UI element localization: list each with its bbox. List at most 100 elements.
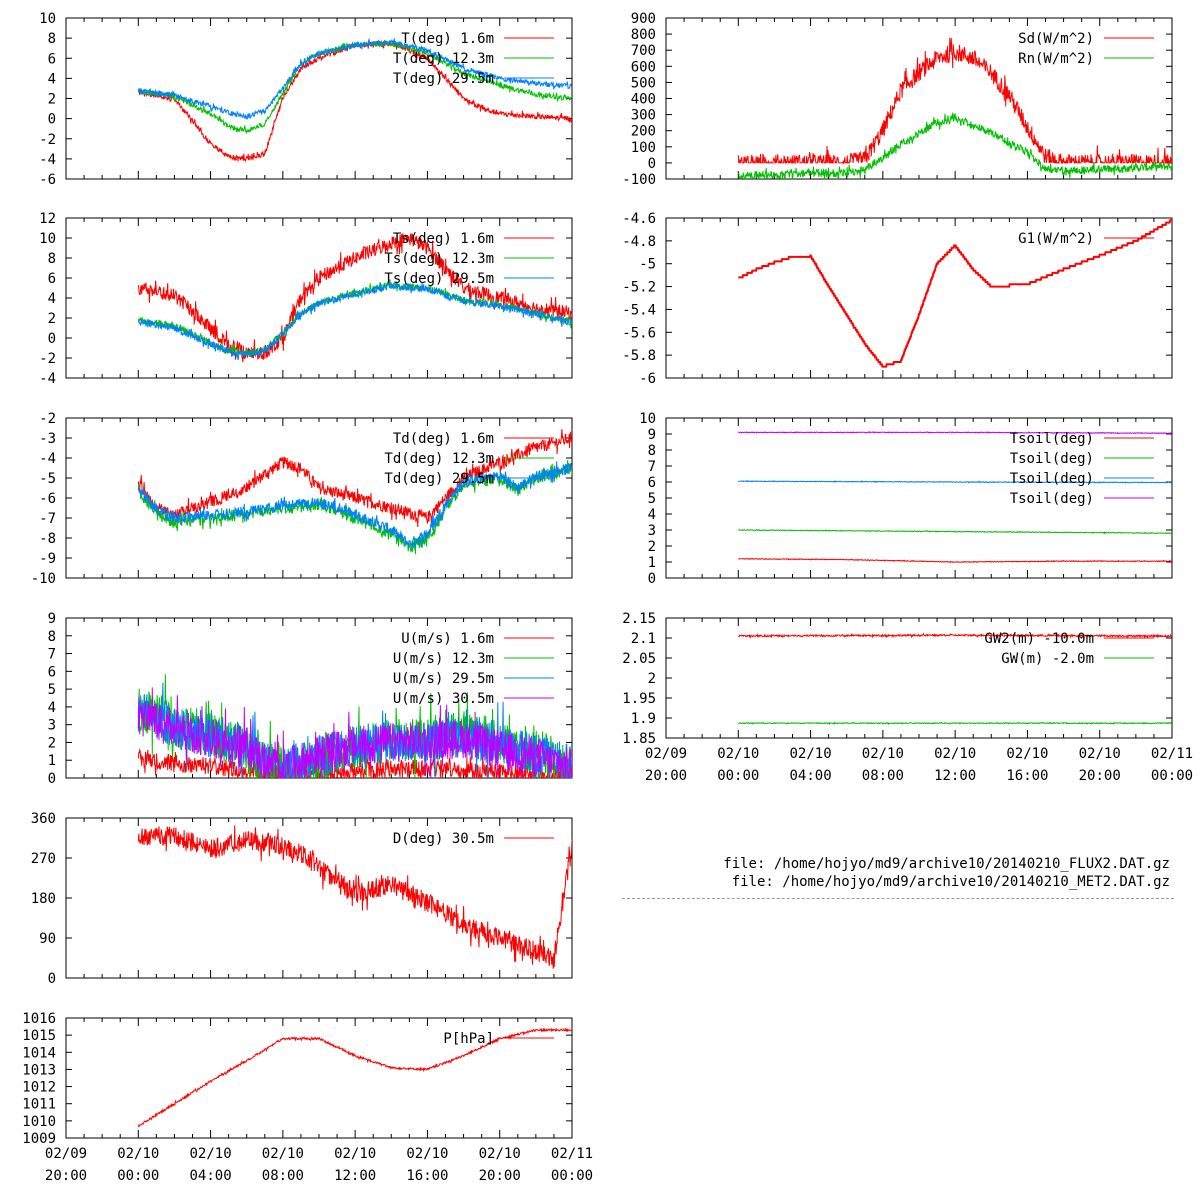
series-line-1 xyxy=(137,232,572,363)
x-tick-label-date: 02/10 xyxy=(862,746,904,762)
y-tick-label: -5.2 xyxy=(622,280,656,296)
y-tick-label: 900 xyxy=(631,11,656,27)
y-tick-label: 6 xyxy=(48,664,56,680)
y-tick-label: 0 xyxy=(48,331,56,347)
x-tick-label-date: 02/10 xyxy=(934,746,976,762)
y-tick-label: -8 xyxy=(39,531,56,547)
x-tick-label-date: 02/09 xyxy=(45,1146,87,1162)
x-tick-label-time: 20:00 xyxy=(45,1168,87,1184)
plot-frame xyxy=(65,1017,573,1139)
y-tick-label: 8 xyxy=(48,31,56,47)
series-line-3 xyxy=(738,480,1172,484)
y-tick-label: 10 xyxy=(39,231,56,247)
y-tick-label: 3 xyxy=(48,718,56,734)
chart-panel-dir: 0 90 180 270 360 D(deg) 30.5m xyxy=(31,811,573,987)
plot-frame xyxy=(65,17,573,180)
y-tick-label: -5 xyxy=(39,471,56,487)
x-tick-label-date: 02/10 xyxy=(789,746,831,762)
chart-panel-gw: 1.85 1.9 1.95 2 2.05 2.1 2.15 02/09 20:00 02/10 00… xyxy=(622,611,1193,784)
y-tick-label: 1 xyxy=(648,555,656,571)
y-tick-label: 0 xyxy=(648,156,656,172)
x-tick-label-date: 02/11 xyxy=(1151,746,1193,762)
x-tick-label-time: 12:00 xyxy=(934,768,976,784)
plot-frame xyxy=(665,217,1173,379)
legend-label: Ts(deg) 29.5m xyxy=(384,271,494,287)
y-tick-label: 6 xyxy=(48,51,56,67)
x-tick-label-time: 16:00 xyxy=(406,1168,448,1184)
file-path-met: file: /home/hojyo/md9/archive10/20140210… xyxy=(731,874,1170,890)
y-tick-label: 0 xyxy=(648,571,656,587)
y-tick-label: -2 xyxy=(39,411,56,427)
y-tick-label: 4 xyxy=(48,71,56,87)
series-line-3 xyxy=(137,37,572,120)
y-tick-label: 1.95 xyxy=(622,691,656,707)
y-tick-label: -4 xyxy=(39,451,56,467)
y-tick-label: -4.6 xyxy=(622,211,656,227)
x-tick-label-time: 20:00 xyxy=(479,1168,521,1184)
y-tick-label: -4 xyxy=(39,371,56,387)
x-tick-label-time: 00:00 xyxy=(1151,768,1193,784)
series-line-3 xyxy=(137,461,572,551)
chart-panel-ground: -6 -5.8 -5.6 -5.4 -5.2 -5 -4.8 -4.6 G1(W/m^2) xyxy=(622,211,1173,387)
y-tick-label: 1 xyxy=(48,753,56,769)
y-tick-label: 600 xyxy=(631,59,656,75)
legend-label: Td(deg) 1.6m xyxy=(393,431,494,447)
x-tick-label-time: 04:00 xyxy=(789,768,831,784)
y-tick-label: 1015 xyxy=(22,1028,56,1044)
x-tick-label-date: 02/10 xyxy=(334,1146,376,1162)
plot-frame xyxy=(65,817,573,979)
series-line-4 xyxy=(137,687,572,778)
y-tick-label: -5.8 xyxy=(622,348,656,364)
y-tick-label: 1011 xyxy=(22,1097,56,1113)
x-tick-label-date: 02/10 xyxy=(717,746,759,762)
x-tick-label-time: 08:00 xyxy=(862,768,904,784)
y-tick-label: 1009 xyxy=(22,1131,56,1147)
chart-panel-dew: -10 -9 -8 -7 -6 -5 -4 -3 -2 Td(deg) 1.6m Td(deg) 1… xyxy=(31,411,573,587)
y-tick-label: 7 xyxy=(48,647,56,663)
y-tick-label: 2 xyxy=(48,735,56,751)
legend-label: D(deg) 30.5m xyxy=(393,831,494,847)
legend-label: T(deg) 1.6m xyxy=(401,31,494,47)
x-tick-label-time: 00:00 xyxy=(551,1168,593,1184)
x-tick-label-date: 02/10 xyxy=(1006,746,1048,762)
x-tick-label-time: 00:00 xyxy=(117,1168,159,1184)
x-tick-label-date: 02/09 xyxy=(645,746,687,762)
y-tick-label: 1012 xyxy=(22,1080,56,1096)
x-tick-label-date: 02/10 xyxy=(1079,746,1121,762)
series-line-2 xyxy=(738,528,1172,535)
y-tick-label: 1014 xyxy=(22,1045,56,1061)
legend-label: Td(deg) 12.3m xyxy=(384,451,494,467)
legend-label: T(deg) 29.5m xyxy=(393,71,494,87)
legend-label: GW2(m) -10.0m xyxy=(984,631,1094,647)
y-tick-label: 4 xyxy=(648,507,656,523)
legend-label: Tsoil(deg) xyxy=(1010,471,1094,487)
y-tick-label: 12 xyxy=(39,211,56,227)
y-tick-label: 500 xyxy=(631,75,656,91)
x-tick-label-date: 02/10 xyxy=(189,1146,231,1162)
legend-label: T(deg) 12.3m xyxy=(393,51,494,67)
y-tick-label: 1010 xyxy=(22,1114,56,1130)
divider xyxy=(622,898,1174,899)
y-tick-label: 270 xyxy=(31,851,56,867)
x-tick-label-time: 12:00 xyxy=(334,1168,376,1184)
y-tick-label: -6 xyxy=(639,371,656,387)
y-tick-label: 0 xyxy=(48,771,56,787)
y-tick-label: -2 xyxy=(39,132,56,148)
x-tick-label-date: 02/10 xyxy=(117,1146,159,1162)
x-tick-label-time: 20:00 xyxy=(645,768,687,784)
y-tick-label: 200 xyxy=(631,124,656,140)
y-tick-label: -2 xyxy=(39,351,56,367)
y-tick-label: 400 xyxy=(631,92,656,108)
y-tick-label: 1.85 xyxy=(622,731,656,747)
series-line-1 xyxy=(738,219,1172,368)
y-tick-label: 8 xyxy=(48,251,56,267)
y-tick-label: -5.6 xyxy=(622,325,656,341)
series-line-2 xyxy=(738,721,1172,726)
y-tick-label: 1.9 xyxy=(631,711,656,727)
y-tick-label: 6 xyxy=(648,475,656,491)
y-tick-label: 9 xyxy=(648,427,656,443)
y-tick-label: 0 xyxy=(48,112,56,128)
y-tick-label: 2.05 xyxy=(622,651,656,667)
series-line-3 xyxy=(137,282,572,361)
